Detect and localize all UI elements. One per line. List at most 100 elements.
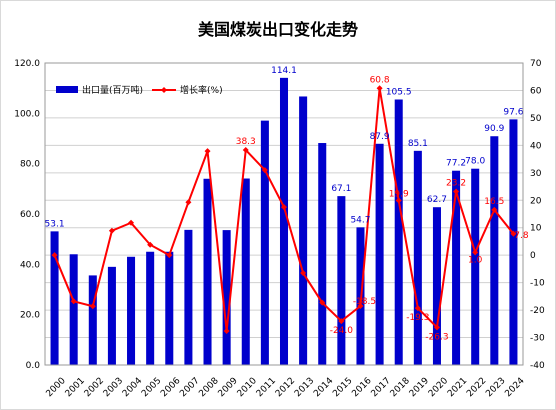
x-tick-label: 2020	[427, 376, 450, 399]
bar-data-label: 67.1	[331, 184, 351, 194]
bar	[107, 266, 116, 365]
x-tick-label: 2017	[370, 376, 393, 399]
line-point	[491, 206, 498, 213]
line-data-label: 19.9	[389, 190, 409, 200]
left-axis-tick-label: 120.0	[14, 59, 40, 69]
x-tick-label: 2001	[64, 376, 87, 399]
bar-data-label: 87.9	[370, 132, 390, 142]
bar	[260, 120, 269, 365]
bar-data-label: 85.1	[408, 139, 428, 149]
bar	[222, 230, 231, 365]
bar-data-label: 90.9	[484, 124, 504, 134]
bar	[318, 143, 327, 365]
bar-data-label: 114.1	[271, 66, 297, 76]
line-point	[395, 197, 402, 204]
line-data-label: 16.5	[484, 197, 504, 207]
x-tick-label: 2002	[83, 376, 106, 399]
x-tick-label: 2009	[217, 376, 240, 399]
x-tick-label: 2023	[484, 376, 507, 399]
line-point	[128, 219, 135, 226]
right-axis-tick-label: 20	[530, 196, 542, 206]
right-axis-tick-label: -20	[530, 306, 545, 316]
chart-title: 美国煤炭出口变化走势	[197, 20, 358, 39]
x-tick-label: 2010	[236, 376, 259, 399]
line-point	[338, 318, 345, 325]
line-data-label: -19.3	[406, 313, 429, 323]
x-tick-label: 2003	[102, 376, 125, 399]
bar	[394, 99, 403, 365]
line-point	[414, 305, 421, 312]
line-point	[281, 204, 287, 211]
left-axis-tick-label: 0.0	[26, 361, 41, 371]
bar	[50, 231, 59, 365]
line-series	[51, 85, 517, 334]
bar	[337, 196, 346, 365]
bar-data-label: 62.7	[427, 195, 447, 205]
right-axis-tick-label: -10	[530, 279, 545, 289]
bar	[299, 96, 308, 365]
x-tick-label: 2005	[140, 376, 163, 399]
bar-data-label: 77.2	[446, 159, 466, 169]
right-axis-tick-label: -40	[530, 361, 545, 371]
x-tick-label: 2019	[408, 376, 431, 399]
line-point	[472, 249, 479, 256]
right-axis-tick-label: 30	[530, 169, 542, 179]
bar	[413, 150, 422, 365]
line-point	[319, 299, 326, 306]
x-tick-label: 2018	[389, 376, 412, 399]
bar	[490, 136, 499, 365]
bar	[509, 119, 518, 365]
right-axis-tick-label: 70	[530, 59, 542, 69]
line-point	[223, 327, 230, 334]
legend: 出口量(百万吨) 增长率(%)	[56, 84, 223, 96]
bar	[432, 207, 441, 365]
bar-data-label: 53.1	[45, 219, 65, 229]
bar	[279, 77, 289, 366]
bar	[127, 256, 136, 365]
bar-series	[50, 77, 518, 366]
line-point	[242, 147, 249, 154]
right-axis-tick-label: 40	[530, 141, 542, 151]
bar	[165, 251, 174, 365]
line-point	[376, 85, 383, 92]
line-point	[70, 298, 77, 305]
right-axis-tick-label: 10	[530, 224, 542, 234]
right-axis-tick-label: 0	[530, 251, 536, 261]
bar-data-label: 54.7	[350, 215, 370, 225]
x-tick-label: 2000	[45, 376, 68, 399]
right-axis-tick-label: 50	[530, 114, 542, 124]
bar	[452, 170, 461, 365]
line-data-label: 23.2	[446, 178, 466, 188]
left-axis-tick-label: 100.0	[14, 109, 40, 119]
line-point	[357, 302, 364, 309]
x-tick-label: 2007	[178, 376, 201, 399]
line-point	[453, 188, 460, 195]
x-tick-label: 2011	[255, 376, 278, 399]
bar	[203, 178, 212, 365]
bar	[146, 251, 155, 365]
left-axis-tick-label: 80.0	[20, 160, 40, 170]
x-tick-label: 2008	[197, 376, 220, 399]
line-point	[51, 252, 58, 259]
x-tick-label: 2015	[331, 376, 354, 399]
x-tick-label: 2024	[503, 376, 526, 399]
line-point	[147, 241, 154, 248]
data-labels: 53.1 114.1 67.1 54.7 87.9 105.5 85.1 62.7 77.2 78…	[45, 66, 529, 343]
line-data-label: 1.0	[468, 255, 483, 265]
legend-line-marker	[161, 87, 167, 93]
legend-bar-label: 出口量(百万吨)	[82, 84, 143, 96]
x-tick-label: 2004	[121, 376, 144, 399]
line-point	[510, 230, 517, 237]
line-point	[166, 252, 173, 259]
bar-data-label: 97.6	[503, 107, 523, 117]
line-point	[300, 270, 307, 277]
bar	[88, 275, 97, 365]
x-tick-label: 2013	[293, 376, 316, 399]
line-point	[108, 227, 115, 234]
legend-line-label: 增长率(%)	[180, 84, 223, 96]
legend-bar-swatch	[56, 86, 78, 93]
line-point	[204, 148, 211, 155]
left-axis-tick-label: 20.0	[20, 311, 40, 321]
bar	[184, 229, 193, 365]
x-tick-label: 2022	[465, 376, 488, 399]
